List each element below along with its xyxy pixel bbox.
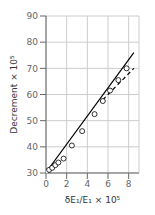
svg-text:4: 4 — [84, 179, 90, 189]
svg-text:50: 50 — [27, 116, 39, 126]
svg-text:0: 0 — [43, 179, 49, 189]
svg-text:40: 40 — [27, 142, 39, 152]
svg-text:8: 8 — [126, 179, 132, 189]
svg-text:δE₁/E₁ × 10⁵: δE₁/E₁ × 10⁵ — [65, 195, 121, 205]
svg-text:2: 2 — [64, 179, 70, 189]
svg-text:Decrement × 10⁵: Decrement × 10⁵ — [9, 55, 19, 134]
svg-text:6: 6 — [105, 179, 111, 189]
svg-text:90: 90 — [27, 11, 39, 21]
svg-text:30: 30 — [27, 168, 39, 178]
svg-text:80: 80 — [27, 37, 39, 47]
svg-text:70: 70 — [27, 64, 39, 74]
svg-text:60: 60 — [27, 90, 39, 100]
